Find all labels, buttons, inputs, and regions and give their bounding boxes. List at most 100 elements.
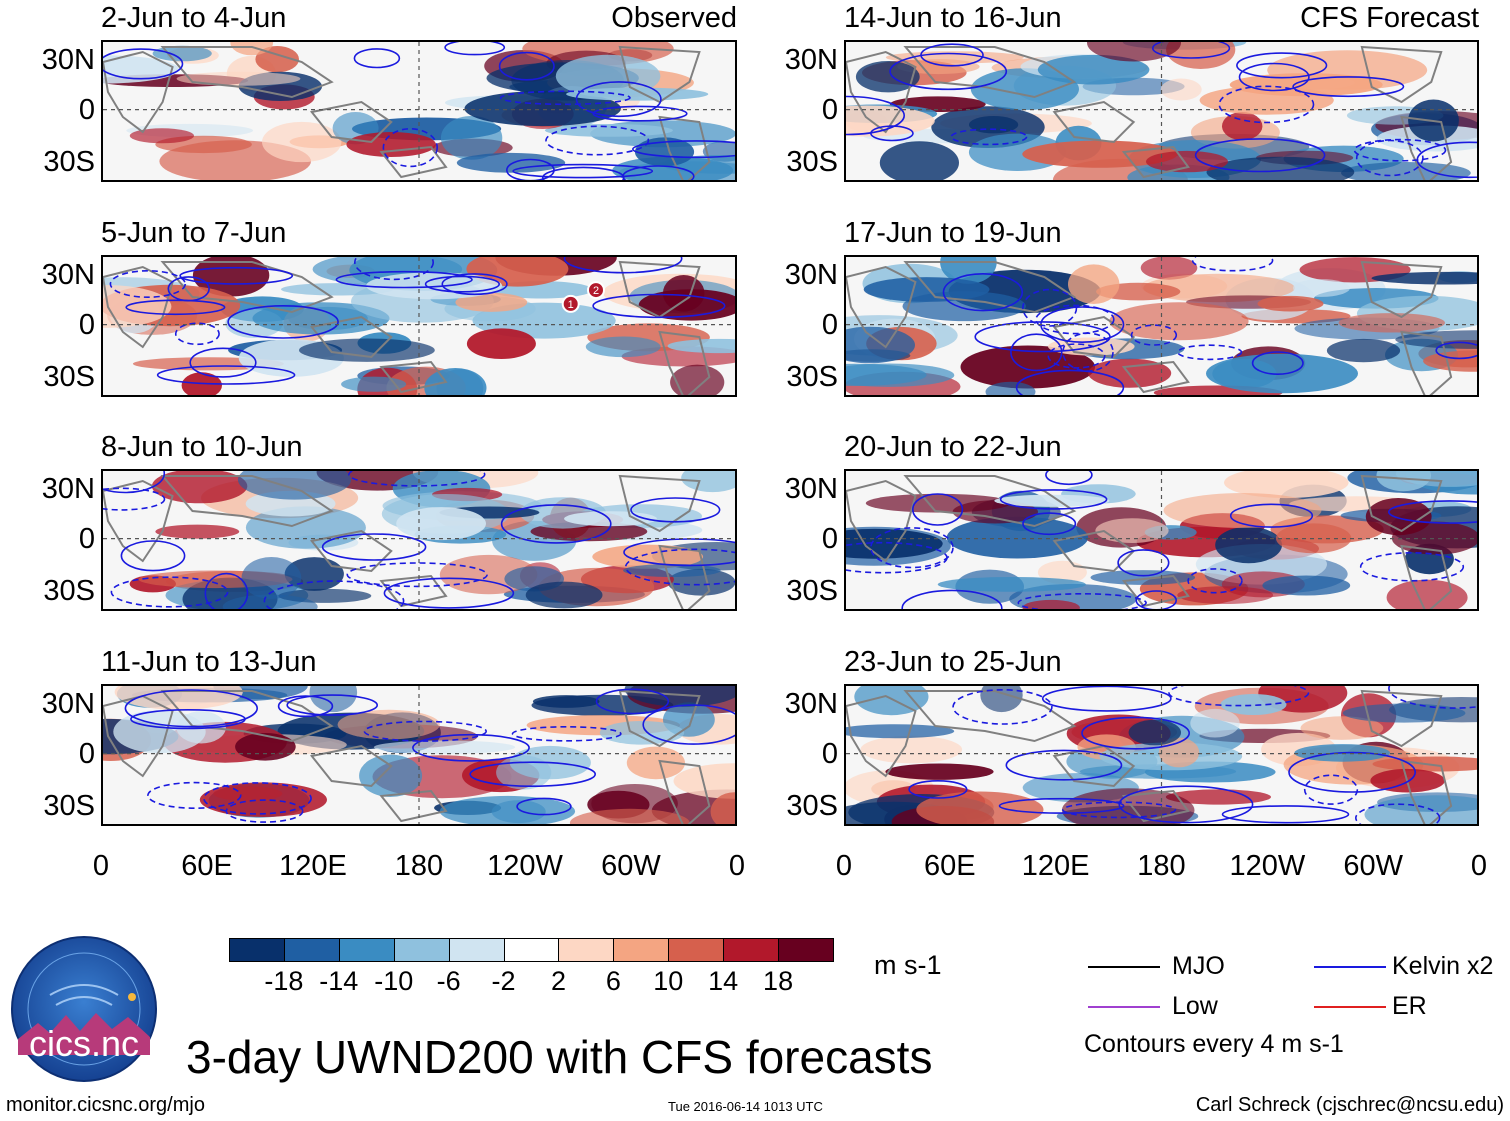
wind-anomaly-patch (994, 494, 1110, 507)
kelvin-contour (1022, 512, 1077, 536)
lat-label: 30S (786, 361, 838, 393)
kelvin-contour (120, 540, 186, 572)
wind-anomaly-patch (846, 326, 915, 364)
continent-outline (903, 261, 1077, 314)
lat-label: 30S (43, 361, 95, 393)
panel-title: 2-Jun to 4-Jun (101, 2, 287, 34)
colorbar-tick-label: 18 (763, 966, 794, 996)
continent-outline (379, 360, 448, 394)
continent-outline (379, 145, 448, 179)
continent-outline (1400, 330, 1453, 395)
wind-anomaly-patch (525, 581, 603, 609)
wind-anomaly-patch (946, 516, 1089, 559)
wind-anomaly-patch (1095, 518, 1169, 543)
legend-label: MJO (1172, 952, 1225, 980)
continent-outline (1360, 45, 1443, 104)
wind-anomaly-patch (555, 54, 661, 98)
kelvin-contour (1045, 471, 1093, 486)
wind-anomaly-patch (113, 710, 206, 754)
footer-url[interactable]: monitor.cicsnc.org/mjo (6, 1094, 205, 1116)
wind-anomaly-patch (373, 740, 516, 754)
kelvin-contour (444, 42, 506, 56)
map-plot (844, 684, 1479, 826)
kelvin-contour (592, 293, 726, 319)
lat-label: 30S (786, 790, 838, 822)
wind-anomaly-patch (341, 376, 407, 392)
wind-anomaly-patch (155, 524, 240, 539)
wind-anomaly-patch (1364, 795, 1477, 824)
kelvin-contour (563, 257, 683, 274)
map-field (846, 471, 1477, 609)
legend-note: Contours every 4 m s-1 (1084, 1030, 1344, 1058)
kelvin-contour (382, 128, 438, 168)
wind-anomaly-patch (985, 381, 1036, 395)
wind-anomaly-patch (346, 132, 436, 157)
map-plot (844, 40, 1479, 182)
kelvin-contour (498, 51, 555, 81)
kelvin-contour (998, 797, 1125, 814)
panel-title: 8-Jun to 10-Jun (101, 431, 303, 463)
legend-label: Low (1172, 992, 1218, 1020)
kelvin-contour (124, 689, 259, 728)
continent-outline (309, 315, 393, 359)
panel-source-label: Observed (611, 2, 737, 34)
colorbar-cell (778, 938, 834, 962)
cics-logo-graphic (11, 936, 157, 1082)
lon-label: 120E (279, 850, 347, 882)
panel-title: 14-Jun to 16-Jun (844, 2, 1062, 34)
kelvin-contour (189, 347, 257, 378)
wind-anomaly-patch (103, 285, 172, 328)
continent-outline (379, 574, 448, 608)
kelvin-contour (1118, 785, 1254, 824)
kelvin-contour (346, 562, 488, 588)
kelvin-contour (203, 782, 312, 815)
kelvin-contour (125, 299, 226, 316)
wind-anomaly-patch (1423, 350, 1477, 372)
kelvin-contour (103, 48, 184, 80)
colorbar-cell (229, 938, 285, 962)
wind-anomaly-patch (1087, 42, 1181, 62)
wind-anomaly-patch (456, 152, 566, 173)
lat-label: 30N (784, 688, 838, 720)
map-field: 12 (103, 257, 735, 395)
kelvin-contour (1238, 62, 1310, 92)
continent-outline (618, 689, 701, 748)
wind-anomaly-patch (1146, 150, 1228, 173)
wind-anomaly-patch (1326, 338, 1401, 363)
kelvin-contour (942, 273, 1024, 312)
lon-label: 180 (1137, 850, 1186, 882)
wind-anomaly-patch (1371, 271, 1477, 285)
wind-anomaly-patch (846, 363, 927, 386)
lat-label: 0 (821, 523, 838, 555)
logo-text: cics.nc (28, 1023, 140, 1064)
continent-outline (160, 46, 334, 99)
kelvin-contour (950, 128, 1028, 146)
wind-anomaly-patch (466, 328, 536, 359)
kelvin-contour (156, 365, 296, 385)
wind-anomaly-patch (152, 45, 212, 62)
panel-title: 5-Jun to 7-Jun (101, 217, 287, 249)
kelvin-contour (1035, 304, 1115, 335)
colorbar-cell (393, 938, 450, 962)
wind-anomaly-patch (1109, 302, 1249, 341)
lon-label: 0 (92, 850, 110, 882)
wind-anomaly-patch (496, 755, 552, 790)
wind-anomaly-patch (1395, 330, 1477, 349)
lat-label: 30N (784, 259, 838, 291)
kelvin-contour (595, 688, 670, 715)
continent-outline (658, 330, 711, 395)
kelvin-contour (1416, 141, 1477, 179)
kelvin-contour (179, 266, 294, 285)
kelvin-contour (1194, 138, 1326, 173)
wind-anomaly-patch (1160, 78, 1202, 101)
kelvin-contour (624, 548, 735, 586)
cics-logo: cics.nc (10, 935, 158, 1083)
wind-anomaly-patch (129, 128, 194, 144)
kelvin-contour (348, 471, 486, 487)
kelvin-contour (1168, 686, 1310, 707)
legend-label: Kelvin x2 (1392, 952, 1494, 980)
wind-anomaly-patch (235, 733, 296, 761)
colorbar-tick-label: 10 (653, 966, 684, 996)
kelvin-contour (622, 165, 695, 180)
wind-anomaly-patch (299, 338, 435, 362)
